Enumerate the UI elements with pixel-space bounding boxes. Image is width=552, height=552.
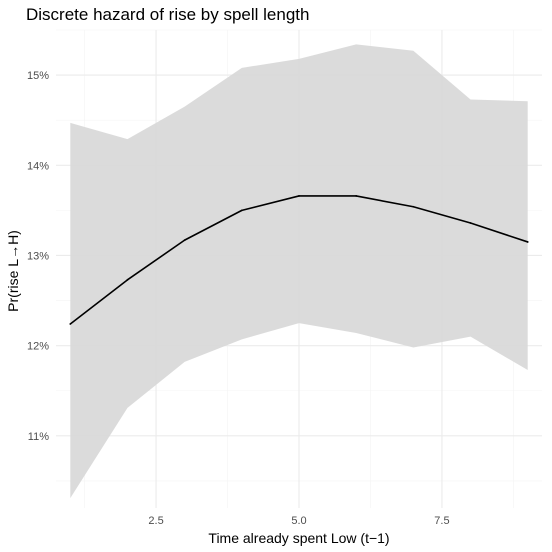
y-tick-label: 15% — [27, 70, 49, 82]
data-point — [126, 278, 129, 281]
confidence-band — [70, 44, 528, 499]
data-point — [183, 239, 186, 242]
y-tick-labels: 11% 12% 13% 14% 15% — [27, 70, 49, 443]
data-point — [469, 222, 472, 224]
chart-title: Discrete hazard of rise by spell length — [26, 5, 309, 24]
y-axis-title: Pr(rise L→H) — [5, 230, 21, 312]
x-tick-label: 7.5 — [434, 515, 449, 527]
data-point — [355, 195, 358, 197]
x-tick-label: 5.0 — [291, 515, 306, 527]
x-tick-label: 2.5 — [148, 515, 163, 527]
data-point — [69, 323, 72, 325]
y-tick-label: 12% — [27, 341, 49, 353]
y-tick-label: 11% — [28, 431, 49, 443]
y-tick-label: 14% — [27, 160, 49, 172]
data-point — [412, 205, 415, 208]
y-tick-label: 13% — [27, 250, 49, 262]
confidence-band-layer — [70, 44, 528, 499]
data-point — [240, 209, 243, 212]
data-point — [526, 241, 529, 243]
x-tick-labels: 2.5 5.0 7.5 — [148, 515, 449, 527]
data-point — [298, 195, 300, 197]
x-axis-title: Time already spent Low (t−1) — [208, 530, 389, 546]
hazard-line-layer — [69, 195, 529, 325]
